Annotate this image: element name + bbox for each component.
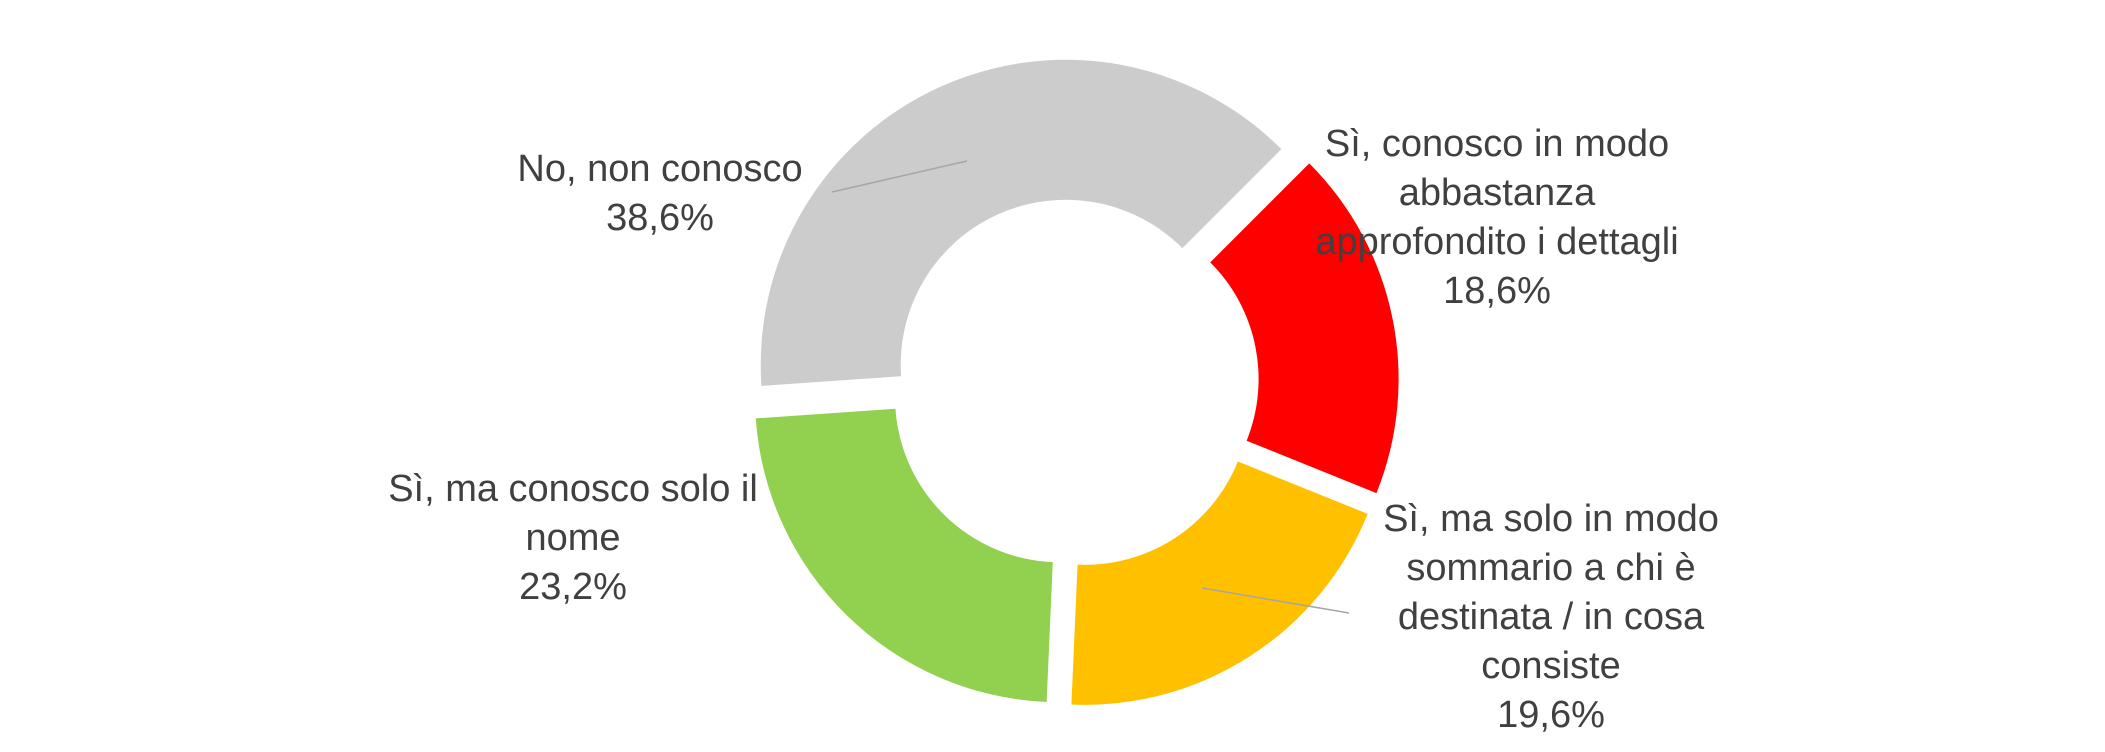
- donut-segment: [1210, 163, 1399, 494]
- donut-segment: [1071, 461, 1368, 705]
- category-label: No, non conosco: [517, 148, 803, 190]
- value-label: 23,2%: [519, 566, 627, 608]
- data-label: Sì, ma conosco solo il nome 23,2%: [378, 465, 768, 612]
- donut-segment: [755, 408, 1053, 703]
- leader-line: [1201, 587, 1350, 614]
- data-label: Sì, ma solo in modo sommario a chi è des…: [1356, 495, 1746, 740]
- donut-segment: [760, 59, 1282, 386]
- data-label: Sì, conosco in modo abbastanza approfond…: [1302, 120, 1692, 316]
- data-label: No, non conosco 38,6%: [465, 145, 855, 243]
- value-label: 18,6%: [1443, 270, 1551, 312]
- category-label: Sì, conosco in modo abbastanza approfond…: [1315, 123, 1679, 263]
- value-label: 38,6%: [606, 197, 714, 239]
- value-label: 19,6%: [1497, 694, 1605, 736]
- category-label: Sì, ma solo in modo sommario a chi è des…: [1383, 498, 1719, 687]
- category-label: Sì, ma conosco solo il nome: [388, 468, 758, 559]
- leader-line: [831, 160, 968, 193]
